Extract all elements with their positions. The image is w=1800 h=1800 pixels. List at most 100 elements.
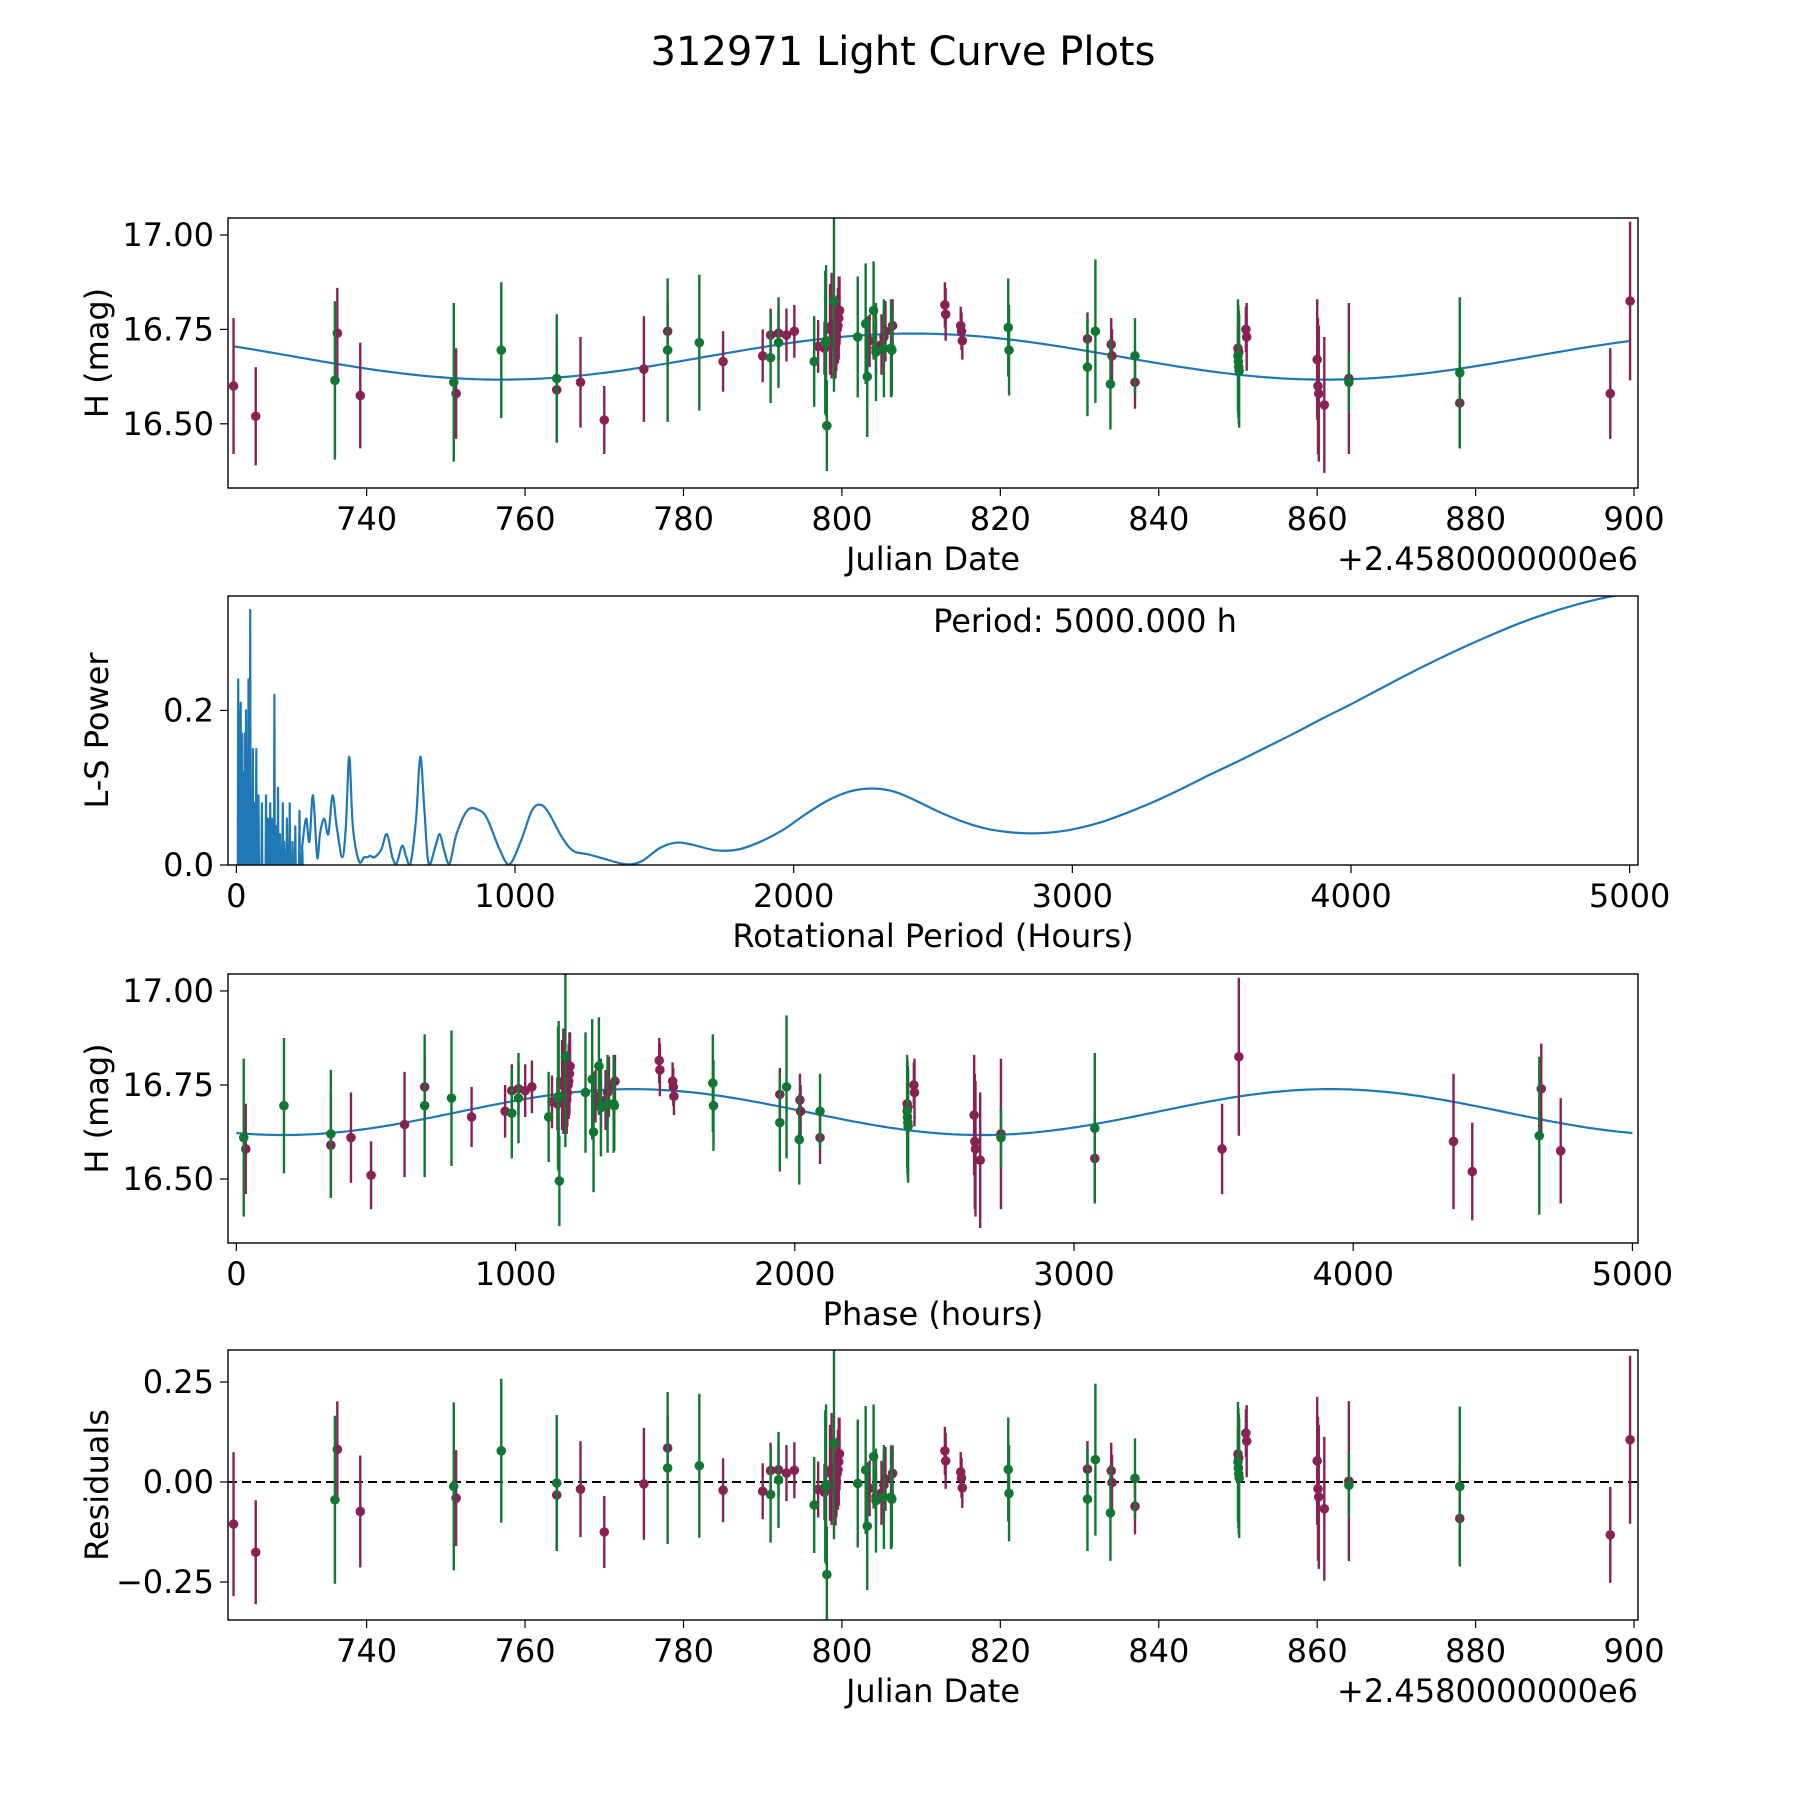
filter-a-residual-point [1319,1504,1330,1514]
plot-area [228,218,1635,473]
filter-a-phased-point [346,1132,356,1143]
x-tick-label: 4000 [1310,877,1391,915]
filter-a-phased-point [669,1091,679,1102]
x-tick-label: 840 [1128,500,1189,538]
x-tick-label: 5000 [1592,1255,1673,1293]
filter-b-point [1090,326,1101,337]
filter-b-point [448,377,459,388]
filter-a-point [1241,332,1252,342]
filter-a-point [575,377,586,388]
filter-b-phased-point [279,1100,289,1111]
x-tick-label: 860 [1287,1632,1348,1670]
x-tick-label: 800 [811,500,872,538]
filter-b-phased-point [553,1091,564,1102]
filter-b-phased-point [543,1112,554,1122]
filter-b-phased-point [996,1132,1006,1143]
filter-a-residual-point [1313,1492,1324,1502]
y-tick-label: 0.0 [163,846,214,884]
filter-b-phased-point [815,1106,825,1117]
y-tick-label: 17.00 [122,972,214,1010]
filter-a-point [250,411,261,422]
filter-a-point [834,305,845,316]
x-tick-label: 2000 [753,877,834,915]
filter-a-phased-point [466,1112,477,1122]
y-axis-label: L-S Power [78,652,116,809]
filter-b-point [662,345,673,355]
filter-a-residual-point [781,1468,792,1478]
filter-b-phased-point [419,1100,430,1111]
filter-b-phased-point [609,1100,620,1111]
y-tick-label: 0.2 [163,691,214,729]
filter-b-phased-point [554,1176,565,1186]
filter-a-point [228,381,239,391]
x-tick-label: 840 [1128,1632,1189,1670]
filter-a-phased-point [1217,1144,1227,1154]
filter-a-residual-point [1625,1434,1635,1445]
model-curve [233,332,1631,381]
filter-b-residual-point [879,1492,889,1502]
filter-a-residual-point [575,1484,586,1494]
filter-b-residual-point [860,1465,871,1475]
filter-b-residual-point [773,1475,784,1485]
x-tick-label: 880 [1445,1632,1506,1670]
filter-a-phased-point [527,1082,537,1092]
filter-b-point [887,345,897,355]
figure-title: 312971 Light Curve Plots [651,29,1156,75]
filter-a-phased-point [655,1065,665,1075]
filter-b-residual-point [852,1478,863,1489]
x-axis-label: Phase (hours) [823,1295,1044,1333]
filter-b-point [1130,351,1140,361]
filter-b-point [330,375,340,386]
filter-b-point [551,373,562,384]
filter-a-residual-point [639,1479,649,1489]
x-tick-label: 1000 [475,1255,556,1293]
filter-b-point [1082,362,1093,372]
filter-b-phased-point [326,1129,336,1139]
filter-b-residual-point [1090,1454,1101,1465]
filter-a-phased-point [795,1106,806,1117]
filter-a-residual-point [957,1483,968,1493]
filter-b-phased-point [506,1108,517,1119]
filter-a-phased-point [565,1061,575,1071]
y-tick-label: 16.50 [122,1160,214,1198]
filter-b-residual-point [809,1500,819,1510]
periodogram-noise-line [236,608,304,865]
plot-area [236,974,1633,1228]
filter-b-phased-point [560,1051,571,1062]
x-tick-label: 800 [811,1632,872,1670]
x-axis-label: Julian Date [844,1672,1020,1710]
filter-b-residual-point [862,1521,873,1531]
filter-a-point [355,390,366,401]
x-tick-label: 820 [970,500,1031,538]
filter-a-phased-point [1234,1051,1244,1062]
filter-a-point [639,364,649,374]
filter-b-phased-point [580,1087,591,1098]
filter-a-point [1313,388,1324,399]
filter-a-residual-point [599,1527,610,1537]
filter-a-point [1107,351,1117,361]
filter-b-residual-point [887,1494,897,1505]
panel-phased: 0 1000 2000 3000 4000 5000 16.50 16.75 17.00 Phas… [78,972,1673,1333]
filter-b-residual-point [1234,1473,1244,1483]
filter-a-residual-point [940,1456,951,1466]
x-offset-label: +2.4580000000e6 [1337,540,1638,578]
filter-a-phased-point [1448,1136,1459,1147]
filter-b-phased-point [588,1127,599,1137]
x-tick-label: 740 [336,1632,397,1670]
filter-b-point [809,356,819,367]
filter-a-phased-point [1536,1083,1547,1094]
filter-b-residual-point [330,1494,340,1505]
filter-a-residual-point [1605,1530,1616,1540]
filter-b-residual-point [821,1479,831,1490]
filter-b-residual-point [1454,1481,1465,1492]
filter-a-point [781,330,792,340]
y-tick-label: 17.00 [122,216,214,254]
filter-a-point [1625,296,1635,306]
filter-a-residual-point [1241,1436,1252,1446]
y-axis-label: H (mag) [78,1043,116,1173]
filter-b-residual-point [871,1495,881,1506]
filter-b-phased-point [775,1117,785,1128]
x-axis-label: Julian Date [844,540,1020,578]
filter-a-residual-point [1107,1477,1117,1488]
filter-a-residual-point [834,1449,845,1459]
